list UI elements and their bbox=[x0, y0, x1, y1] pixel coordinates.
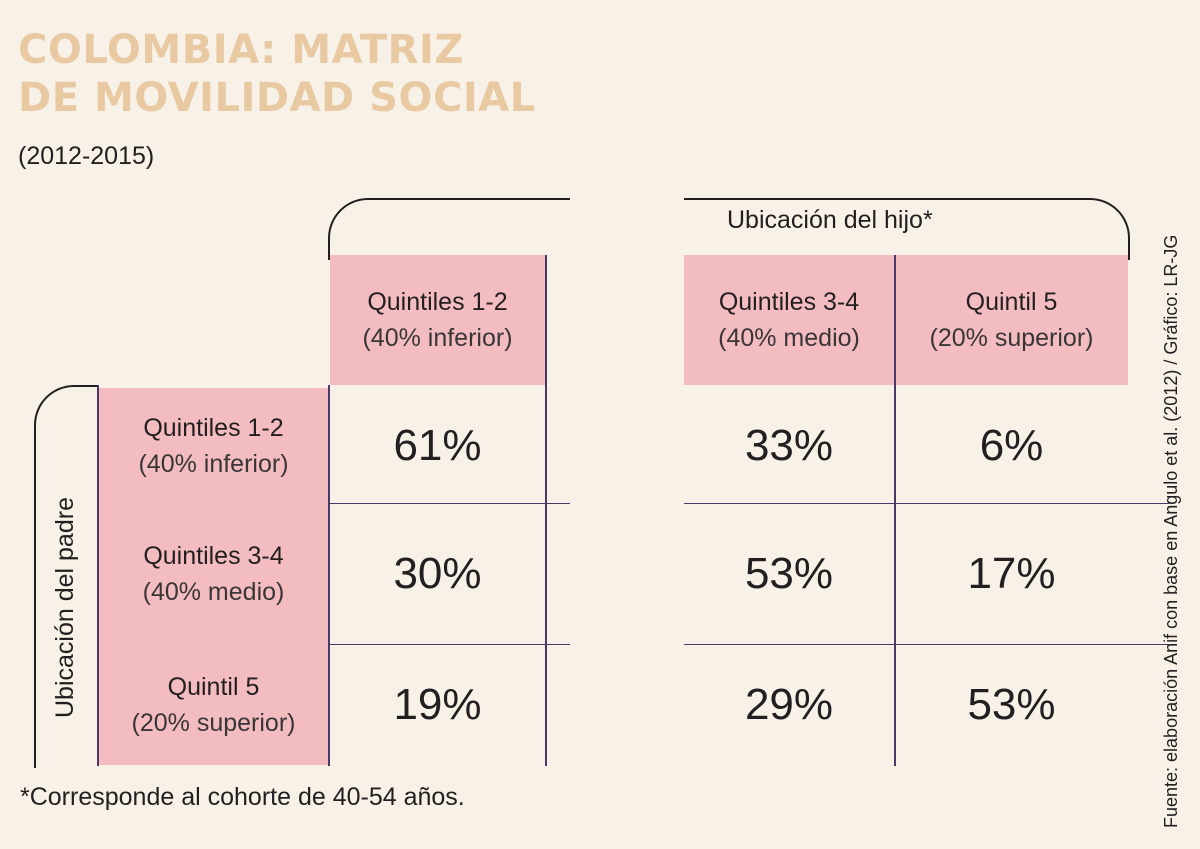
row-group-bracket bbox=[34, 385, 98, 768]
column-break bbox=[570, 180, 684, 780]
row-header: Quintiles 3-4 (40% medio) bbox=[99, 503, 328, 645]
matrix-value: 30% bbox=[393, 549, 482, 598]
grid-line bbox=[545, 255, 547, 766]
row-group-label: Ubicación del padre bbox=[51, 497, 79, 718]
row-header: Quintil 5 (20% superior) bbox=[99, 645, 328, 765]
matrix-value: 19% bbox=[393, 680, 482, 729]
matrix-value: 53% bbox=[967, 680, 1056, 729]
column-header: Quintiles 1-2 (40% inferior) bbox=[330, 255, 545, 385]
row-header-label: Quintiles 1-2 bbox=[143, 413, 284, 442]
row-header-sublabel: (20% superior) bbox=[131, 709, 296, 737]
column-header-sublabel: (20% superior) bbox=[929, 324, 1094, 352]
column-header-label: Quintiles 1-2 bbox=[367, 288, 508, 316]
row-header-sublabel: (40% inferior) bbox=[138, 449, 289, 478]
column-header-sublabel: (40% medio) bbox=[718, 324, 860, 352]
matrix-value: 61% bbox=[393, 420, 482, 470]
source-note: Fuente: elaboración Anif con base en Ang… bbox=[1161, 234, 1181, 828]
grid-line bbox=[330, 503, 1170, 504]
grid-line bbox=[328, 385, 330, 766]
title-line-1: COLOMBIA: MATRIZ bbox=[18, 27, 464, 73]
chart-title: COLOMBIA: MATRIZ DE MOVILIDAD SOCIAL bbox=[18, 26, 536, 122]
column-header-label: Quintiles 3-4 bbox=[718, 288, 860, 316]
column-header-sublabel: (40% inferior) bbox=[362, 324, 513, 352]
matrix-value: 29% bbox=[744, 680, 834, 729]
grid-line bbox=[330, 644, 1170, 645]
matrix-value: 17% bbox=[967, 549, 1056, 598]
column-group-label: Ubicación del hijo* bbox=[727, 206, 933, 234]
row-header-label: Quintiles 3-4 bbox=[143, 542, 284, 570]
column-header-label: Quintil 5 bbox=[965, 288, 1058, 316]
grid-line bbox=[97, 385, 99, 766]
matrix-value: 6% bbox=[979, 420, 1044, 470]
matrix-value: 53% bbox=[744, 549, 834, 598]
matrix-value: 33% bbox=[744, 420, 834, 470]
column-header: Quintiles 3-4 (40% medio) bbox=[684, 255, 894, 385]
chart-subtitle: (2012-2015) bbox=[18, 142, 155, 170]
column-group-bracket-right bbox=[684, 198, 1130, 260]
row-header-sublabel: (40% medio) bbox=[142, 578, 285, 606]
column-header: Quintil 5 (20% superior) bbox=[895, 255, 1128, 385]
row-header: Quintiles 1-2 (40% inferior) bbox=[99, 388, 328, 503]
column-group-bracket-left bbox=[328, 198, 590, 260]
footnote: *Corresponde al cohorte de 40-54 años. bbox=[20, 783, 465, 811]
title-line-2: DE MOVILIDAD SOCIAL bbox=[18, 75, 536, 121]
grid-line bbox=[894, 255, 896, 766]
row-header-label: Quintil 5 bbox=[167, 673, 260, 701]
